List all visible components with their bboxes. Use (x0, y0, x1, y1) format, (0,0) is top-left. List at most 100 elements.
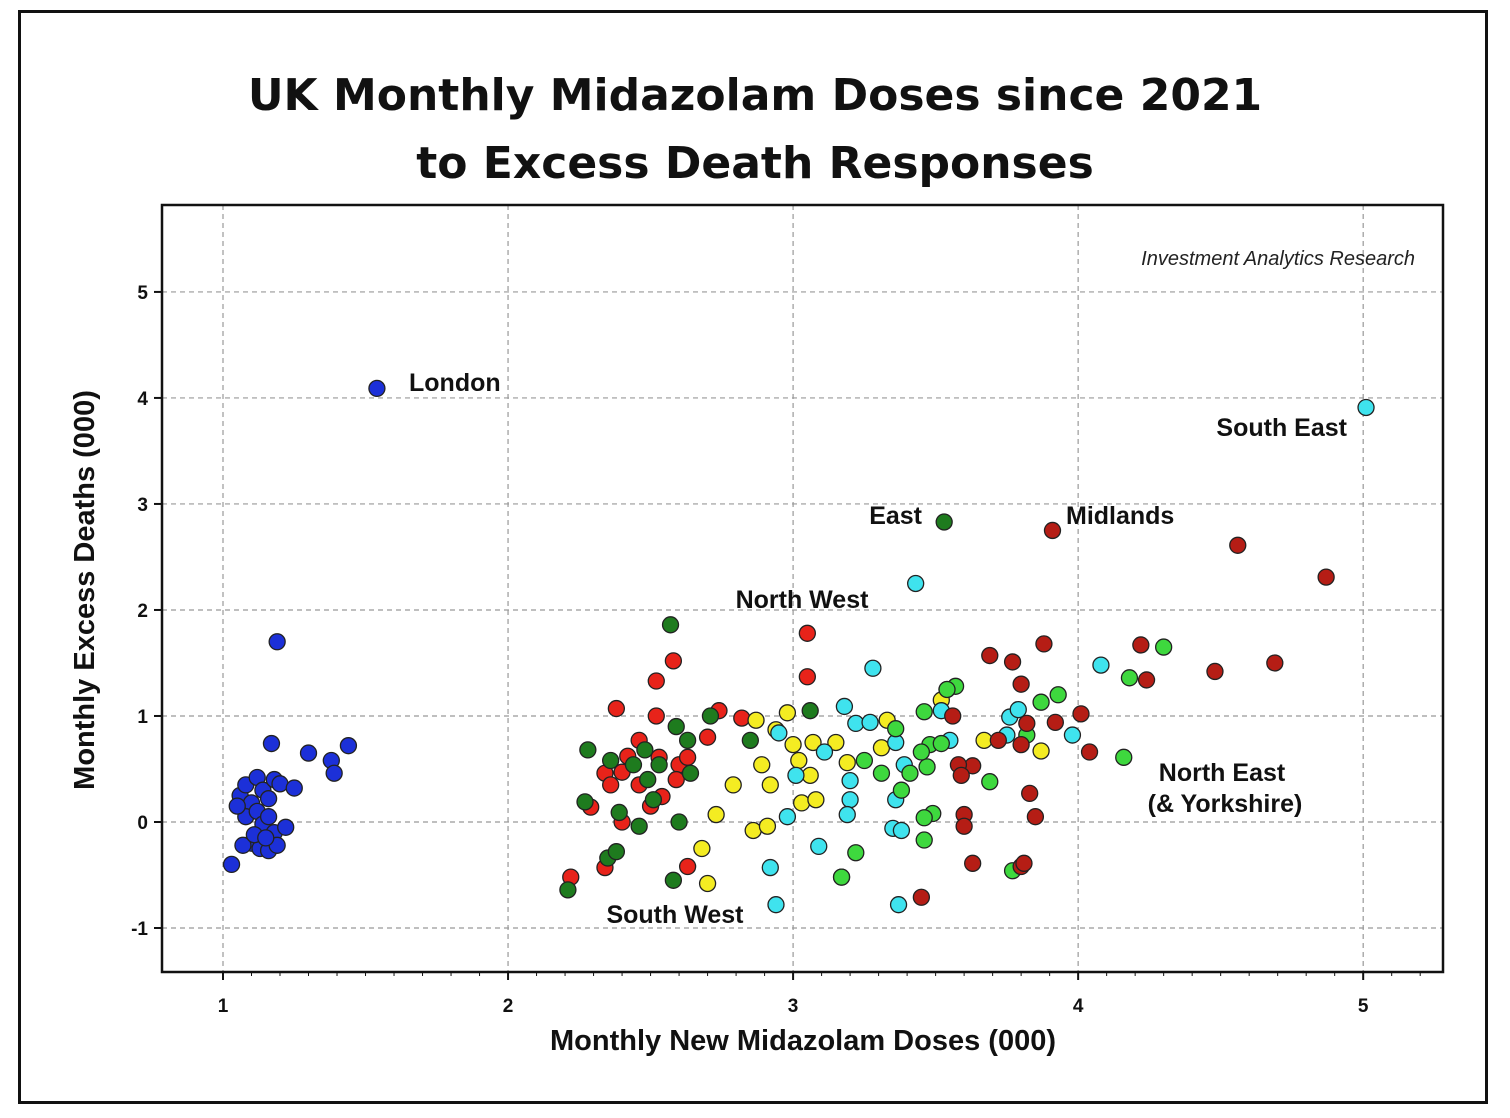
data-point (981, 646, 999, 665)
data-point (747, 711, 765, 729)
plot-area-border (160, 203, 1445, 974)
annotation-label: South East (1216, 414, 1347, 442)
series-east (559, 513, 953, 899)
chart-title-line-2: to Excess Death Responses (416, 138, 1094, 189)
data-point (1080, 743, 1099, 761)
data-point (576, 793, 594, 811)
data-point (277, 818, 295, 836)
annotation-label: (& Yorkshire) (1148, 790, 1303, 818)
data-point (1357, 398, 1375, 417)
data-point (1009, 700, 1027, 719)
data-point (1015, 854, 1033, 872)
data-point (872, 739, 891, 757)
chart-title-line-1: UK Monthly Midazolam Doses since 2021 (247, 70, 1263, 121)
data-point (975, 731, 993, 750)
series-north-east-yorkshire- (832, 638, 1173, 886)
annotation-label: North East (1159, 759, 1286, 787)
data-point (271, 775, 289, 793)
data-point (724, 776, 742, 794)
data-point (607, 843, 626, 861)
data-point (639, 770, 657, 789)
data-point (1072, 705, 1090, 723)
data-point (602, 776, 620, 794)
data-point (259, 790, 278, 808)
y-tick-label: 2 (137, 601, 148, 622)
data-point (932, 734, 950, 753)
data-point (847, 844, 865, 862)
data-point (228, 797, 246, 815)
data-point (257, 829, 275, 847)
data-point (1012, 675, 1030, 693)
y-tick-label: 3 (137, 495, 148, 516)
data-point (1137, 671, 1156, 689)
data-point (1155, 638, 1173, 656)
data-point (872, 764, 891, 782)
data-point (981, 773, 999, 791)
y-tick-label: 1 (137, 707, 148, 728)
watermark: Investment Analytics Research (1141, 248, 1415, 270)
y-tick-label: 5 (137, 283, 148, 304)
data-point (1266, 654, 1284, 672)
data-point (798, 668, 816, 686)
data-point (761, 776, 779, 794)
data-point (1229, 536, 1247, 554)
data-point (644, 791, 663, 809)
data-point (701, 707, 720, 725)
data-point (624, 756, 643, 774)
data-point (935, 513, 953, 531)
data-point (770, 724, 788, 742)
data-point (678, 857, 697, 876)
data-point (915, 703, 933, 721)
data-point (964, 854, 982, 872)
data-point (1032, 742, 1050, 760)
data-point (841, 791, 859, 809)
y-tick-label: -1 (131, 919, 148, 940)
data-point (661, 616, 680, 634)
data-point (918, 758, 936, 776)
data-point (892, 781, 911, 799)
data-point (667, 717, 685, 736)
annotation-label: East (869, 502, 922, 530)
data-point (892, 821, 911, 840)
data-point (339, 737, 358, 755)
data-point (744, 821, 762, 840)
data-point (647, 672, 665, 690)
data-point (707, 805, 725, 824)
data-point (1043, 521, 1062, 540)
data-point (1026, 808, 1045, 826)
data-point (285, 779, 303, 797)
data-point (630, 817, 648, 835)
data-point (610, 803, 628, 822)
data-point (887, 720, 905, 738)
data-point (733, 709, 751, 727)
data-point (835, 697, 854, 716)
x-tick-label: 1 (218, 996, 229, 1017)
data-point (602, 751, 620, 770)
data-point (1132, 636, 1150, 654)
data-point (636, 741, 654, 759)
data-point (804, 733, 822, 752)
data-point (647, 707, 665, 725)
series-south-east (761, 398, 1375, 914)
x-axis-label: Monthly New Midazolam Doses (000) (550, 1025, 1056, 1057)
x-tick-label: 4 (1073, 996, 1084, 1017)
data-point (325, 764, 343, 782)
data-point (955, 817, 973, 835)
x-tick-label: 5 (1358, 996, 1369, 1017)
data-point (792, 794, 811, 812)
data-point (681, 764, 700, 782)
x-tick-label: 2 (503, 996, 514, 1017)
data-point (827, 733, 845, 752)
data-point (915, 809, 933, 827)
data-point (784, 735, 802, 754)
annotation-label: Midlands (1066, 502, 1174, 530)
y-axis-label: Monthly Excess Deaths (000) (69, 390, 101, 790)
data-point (767, 896, 785, 914)
data-point (901, 764, 919, 782)
data-point (693, 839, 711, 858)
data-point (650, 756, 668, 774)
chart-title: UK Monthly Midazolam Doses since 2021 to… (0, 62, 1510, 198)
data-point (1063, 726, 1082, 744)
annotation-label: London (409, 369, 501, 397)
